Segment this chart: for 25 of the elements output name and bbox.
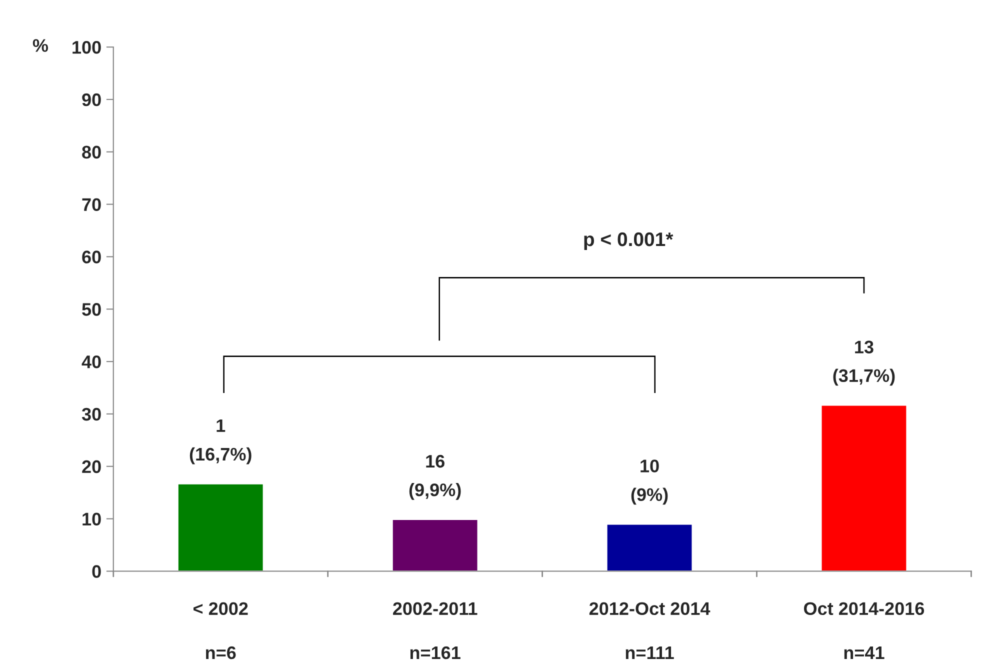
y-tick-label: 40 bbox=[82, 355, 101, 368]
bar bbox=[391, 518, 479, 572]
y-tick-label: 0 bbox=[92, 565, 101, 578]
bar bbox=[177, 482, 264, 572]
y-tick-label: 100 bbox=[72, 40, 101, 54]
bar bbox=[606, 523, 694, 572]
y-tick-label: 90 bbox=[82, 93, 101, 106]
data-label: 13 (31,7%) bbox=[833, 340, 895, 386]
y-axis-title: % bbox=[32, 39, 48, 52]
y-tick-label: 20 bbox=[82, 460, 101, 474]
category-label: < 2002 n=6 bbox=[194, 602, 248, 660]
y-tick-label: 70 bbox=[82, 198, 101, 212]
category-label: Oct 2014-2016 n=41 bbox=[804, 602, 924, 659]
y-tick-label: 60 bbox=[82, 250, 101, 264]
data-label: 1 (16,7%) bbox=[190, 419, 252, 464]
category-label: 2012-Oct 2014 n=111 bbox=[589, 602, 710, 659]
y-tick-label: 50 bbox=[82, 303, 101, 316]
y-tick-label: 10 bbox=[82, 512, 101, 526]
data-label: 16 (9,9%) bbox=[409, 454, 461, 500]
category-label: 2002-2011 n=161 bbox=[393, 602, 478, 660]
annotation: p < 0.001* bbox=[584, 232, 674, 250]
bar bbox=[820, 404, 908, 572]
data-label: 10 (9%) bbox=[631, 460, 668, 505]
y-tick-label: 30 bbox=[82, 408, 101, 421]
y-tick-label: 80 bbox=[82, 146, 101, 159]
